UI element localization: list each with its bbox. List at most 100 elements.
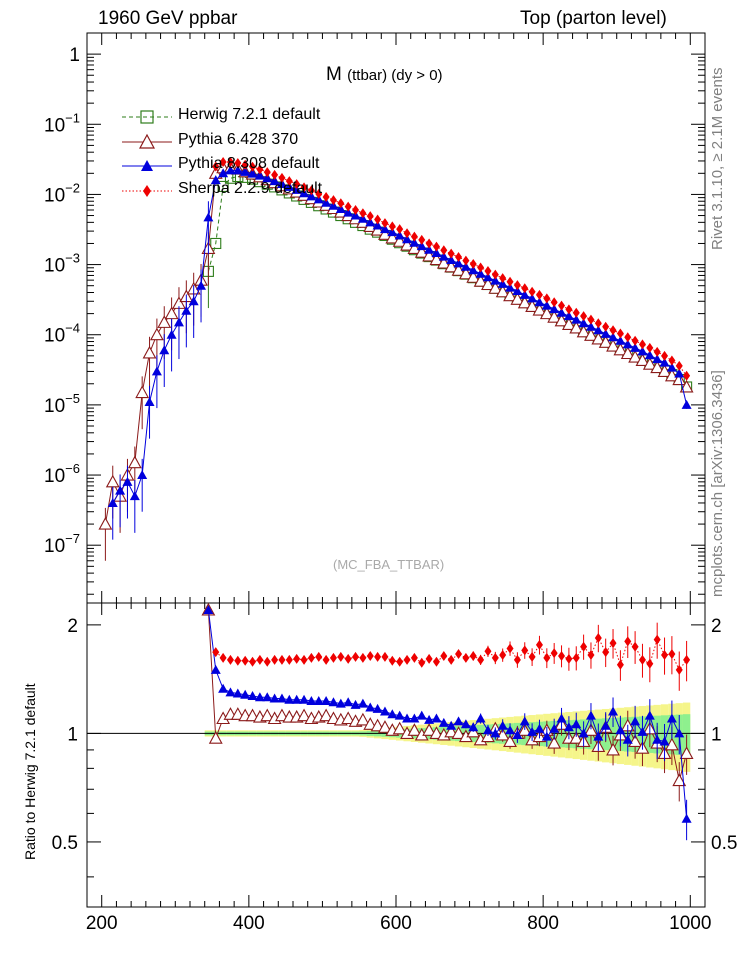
ratio-point	[616, 659, 624, 670]
ratio-point	[556, 713, 567, 723]
ratio-point	[210, 664, 221, 674]
data-point	[602, 321, 610, 332]
data-point	[284, 181, 295, 191]
ratio-point	[299, 694, 310, 704]
data-point	[432, 241, 440, 252]
data-point	[490, 275, 501, 285]
plot-title-sub: (ttbar) (dy > 0)	[347, 67, 443, 84]
data-point	[608, 332, 619, 342]
ratio-point	[352, 651, 360, 662]
data-point	[591, 331, 606, 345]
ratio-point	[506, 643, 514, 654]
data-point	[293, 179, 301, 190]
data-point	[396, 224, 404, 235]
ratio-point	[638, 654, 646, 665]
data-point	[528, 286, 536, 297]
ratio-point	[262, 692, 273, 702]
data-point	[142, 345, 157, 359]
data-point	[521, 283, 529, 294]
data-point	[328, 200, 339, 210]
data-point	[157, 315, 172, 328]
data-point	[285, 176, 293, 187]
data-point	[149, 327, 164, 341]
data-point	[357, 213, 368, 223]
data-point	[513, 280, 521, 291]
data-point	[527, 293, 538, 303]
ratio-point	[512, 729, 523, 739]
ratio-point	[653, 634, 661, 645]
ratio-panel: 0.5 0.5 1 1 2 2	[52, 602, 737, 908]
data-point	[572, 307, 580, 318]
ratio-tick-label-left: 0.5	[52, 833, 78, 854]
y-tick-label: 1	[69, 45, 80, 66]
ratio-point	[374, 651, 382, 662]
ratio-point	[416, 710, 427, 720]
plot-title: M (ttbar) (dy > 0)	[326, 64, 443, 86]
ratio-point	[402, 713, 413, 723]
data-point	[587, 314, 595, 325]
ratio-point	[446, 720, 457, 730]
ratio-point	[602, 647, 610, 658]
data-point	[561, 317, 576, 331]
data-point	[343, 207, 354, 217]
series-line	[104, 167, 687, 525]
data-point	[600, 328, 611, 338]
data-point	[482, 272, 493, 282]
ratio-point	[226, 654, 234, 665]
data-point	[683, 370, 691, 381]
data-point	[569, 320, 584, 334]
data-point	[269, 176, 280, 186]
data-point	[484, 266, 492, 277]
ratio-point	[335, 698, 346, 708]
data-point	[218, 168, 229, 178]
data-point	[429, 252, 444, 266]
ratio-point	[675, 664, 683, 675]
ratio-point	[284, 694, 295, 704]
ratio-point	[481, 729, 495, 743]
ratio-point	[328, 697, 339, 707]
ratio-point	[365, 702, 376, 712]
data-point	[628, 349, 643, 363]
data-point	[666, 362, 677, 372]
data-point	[414, 245, 429, 258]
data-point	[468, 265, 479, 275]
data-point	[447, 248, 455, 259]
data-point	[679, 379, 694, 393]
data-point	[181, 305, 192, 315]
ratio-point	[315, 651, 323, 662]
data-point	[681, 399, 692, 409]
ratio-point	[370, 718, 385, 732]
ratio-point	[392, 721, 407, 735]
data-point	[613, 342, 628, 356]
ratio-point	[300, 654, 308, 665]
data-point	[638, 339, 646, 350]
ratio-point	[637, 726, 648, 736]
data-point	[385, 230, 400, 244]
ratio-point	[519, 716, 530, 726]
data-point	[631, 335, 639, 346]
ratio-point	[208, 731, 223, 744]
data-point	[188, 296, 199, 306]
data-point	[234, 158, 242, 169]
legend-marker-herwig	[122, 110, 172, 124]
ratio-point	[460, 719, 471, 729]
ratio-point	[683, 654, 691, 665]
data-point	[675, 360, 683, 371]
ratio-point	[499, 650, 507, 661]
data-point	[366, 211, 374, 222]
data-point	[635, 353, 650, 366]
ratio-point	[291, 694, 302, 704]
data-point	[306, 191, 317, 201]
ratio-point	[263, 656, 271, 667]
data-point	[388, 221, 396, 232]
data-point	[217, 180, 229, 192]
ratio-point	[571, 719, 582, 729]
data-point	[668, 355, 676, 366]
ratio-tick-label-left: 2	[67, 616, 78, 637]
data-point	[407, 241, 422, 254]
ratio-point	[447, 654, 455, 665]
data-point	[418, 234, 426, 245]
ratio-point	[388, 655, 396, 666]
x-tick-label: 800	[527, 913, 559, 934]
ratio-point	[341, 711, 356, 725]
